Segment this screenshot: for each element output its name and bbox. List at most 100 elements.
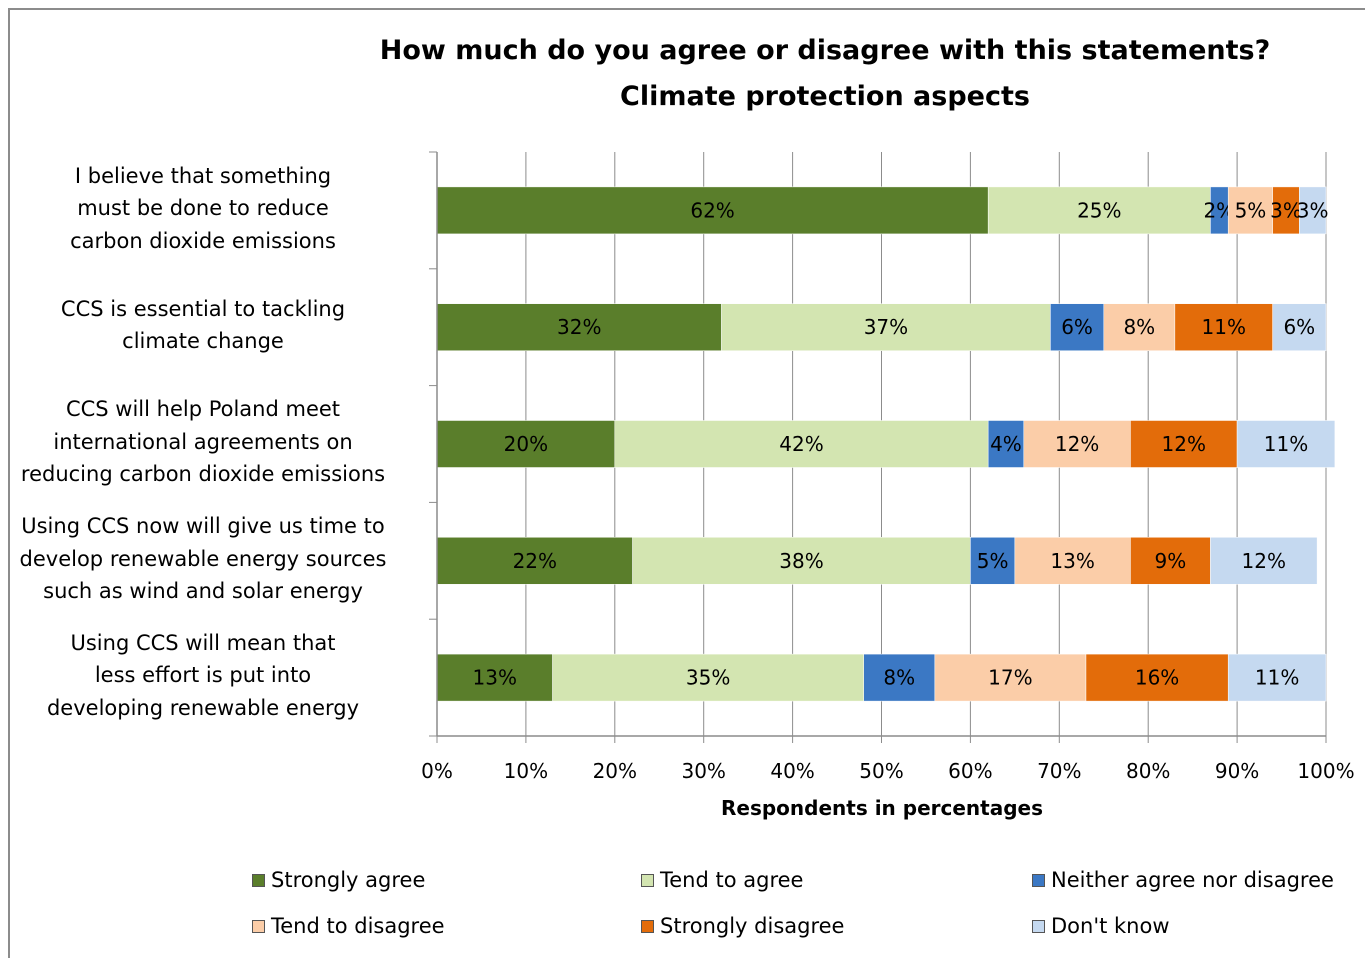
data-label: 35% [686,666,730,690]
legend-label: Tend to disagree [271,914,445,938]
x-tick-label: 40% [770,759,814,783]
category-label-line: Using CCS will mean that [70,630,336,655]
data-label: 4% [990,432,1022,456]
bar-segment [970,537,1016,585]
data-label: 22% [513,549,557,573]
chart-frame [8,8,1365,958]
category-label-line: reducing carbon dioxide emissions [20,462,386,487]
bar-segment [1227,186,1273,235]
category-label: Using CCS now will give us time to develo… [0,510,413,608]
bar-segment [552,653,864,702]
data-label: 32% [557,315,601,339]
data-label: 11% [1202,315,1246,339]
bar-segment [1014,537,1131,585]
category-label-line: I believe that something [74,163,332,188]
data-label: 3% [1270,198,1302,222]
data-label: 6% [1283,315,1315,339]
bar-segment [1227,653,1327,702]
data-label: 12% [1055,432,1099,456]
legend-swatch [1032,919,1045,933]
x-tick-label: 80% [1126,759,1170,783]
category-label: Using CCS will mean that less effort is p… [0,627,413,725]
x-tick-label: 20% [593,759,637,783]
category-label: CCS will help Poland meet international a… [0,393,413,491]
category-label-line: climate change [122,329,284,354]
category-label-line: CCS is essential to tackling [60,296,346,321]
data-label: 12% [1162,432,1206,456]
chart-title: How much do you agree or disagree with t… [310,28,1340,120]
data-label: 9% [1155,549,1187,573]
bar-segment [1299,186,1327,235]
bar-segment [436,537,633,585]
category-label-line: carbon dioxide emissions [70,228,336,253]
data-label: 20% [504,432,548,456]
legend-item: Tend to disagree [252,914,445,938]
category-label-line: international agreements on [53,429,353,454]
x-tick-label: 60% [948,759,992,783]
bar-segment [1130,420,1238,468]
legend-label: Don't know [1051,914,1170,938]
legend-swatch [252,873,265,887]
category-label: CCS is essential to tackling climate chan… [0,293,413,358]
x-tick-label: 90% [1215,759,1259,783]
legend-item: Strongly agree [252,868,425,892]
bar-segment [721,303,1051,351]
category-label-line: must be done to reduce [77,196,329,221]
category-label-line: such as wind and solar energy [43,579,363,604]
data-label: 38% [779,549,823,573]
data-label: 13% [473,666,517,690]
x-tick-label: 10% [504,759,548,783]
x-tick-label: 30% [681,759,725,783]
legend-swatch [641,873,654,887]
bar-segment [934,653,1087,702]
legend-label: Strongly agree [271,868,426,892]
legend-item: Strongly disagree [641,914,844,938]
bar-segment [863,653,936,702]
data-label: 3% [1297,198,1329,222]
category-label-line: develop renewable energy sources [19,546,387,571]
x-axis-title: Respondents in percentages [720,796,1043,820]
category-label: I believe that something must be done to … [0,160,413,258]
legend-item: Neither agree nor disagree [1032,868,1334,892]
bar-segment [436,420,616,468]
bar-segment [614,420,989,468]
bar-segment [1174,303,1273,351]
x-tick-label: 70% [1037,759,1081,783]
bar-segment [1272,303,1327,351]
data-label: 8% [1123,315,1155,339]
data-label: 13% [1050,549,1094,573]
legend-swatch [252,919,265,933]
category-label-line: CCS will help Poland meet [65,397,341,422]
legend-label: Strongly disagree [660,914,845,938]
bar-segment [1210,537,1318,585]
chart-title-line-1: How much do you agree or disagree with t… [379,35,1271,66]
bar-segment [1050,303,1105,351]
legend-swatch [1032,873,1045,887]
bar-segment [436,303,722,351]
bar-segment [1236,420,1336,468]
data-label: 11% [1255,666,1299,690]
legend-swatch [641,919,654,933]
data-label: 11% [1264,432,1308,456]
data-label: 42% [779,432,823,456]
data-label: 17% [988,666,1032,690]
x-tick-label: 0% [421,759,453,783]
x-tick-label: 100% [1297,759,1354,783]
data-label: 62% [690,198,734,222]
bar-segment [632,537,971,585]
bar-segment [1103,303,1176,351]
bar-segment [1023,420,1131,468]
bar-segment [987,420,1024,468]
data-label: 6% [1061,315,1093,339]
category-label-line: developing renewable energy [46,695,360,720]
category-label-line: Using CCS now will give us time to [21,514,385,539]
data-label: 37% [864,315,908,339]
data-label: 12% [1242,549,1286,573]
data-label: 5% [977,549,1009,573]
chart-title-line-2: Climate protection aspects [620,81,1030,112]
legend-label: Neither agree nor disagree [1051,868,1334,892]
legend-item: Tend to agree [641,868,803,892]
data-label: 8% [883,666,915,690]
legend-item: Don't know [1032,914,1170,938]
